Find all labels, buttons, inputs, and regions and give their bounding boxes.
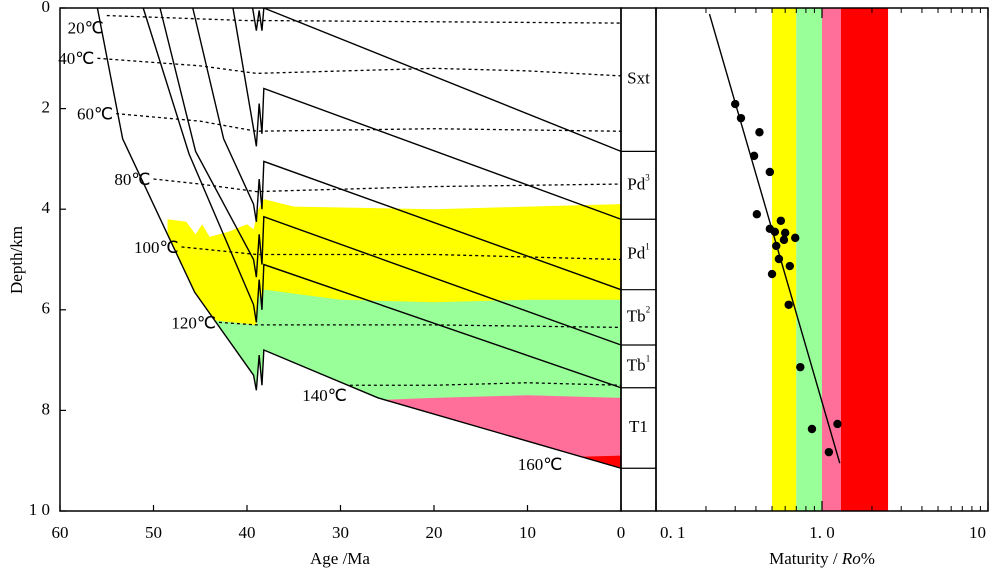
data-point [731,99,740,109]
layer-label: Tb1 [627,353,650,374]
x-axis-title-part: Ro [841,549,861,568]
burial-line [232,7,622,220]
isotherm-label: 100℃ [134,238,179,257]
isotherm-label: 120℃ [171,313,216,332]
data-point [833,419,842,429]
data-point [770,227,780,237]
isotherm-label: 20℃ [68,18,104,37]
isotherm [349,382,622,386]
maturity-band [796,8,822,511]
x-axis-title-part: % [861,549,875,568]
y-tick-label: 6 [42,299,51,318]
data-point [779,235,789,245]
x-axis-title: Age /Ma [310,549,370,568]
x-tick-label: 40 [239,523,256,542]
layer-name: Tb [627,355,646,374]
data-point [785,261,795,271]
isotherm [218,321,622,329]
trend-line [708,13,841,464]
x-tick-label: 10 [969,523,986,542]
isotherm-label: 40℃ [58,49,94,68]
burial-line [263,7,622,153]
y-tick-label: 2 [42,98,51,117]
x-axis-title: Maturity / Ro% [769,549,875,568]
layer-name: Tb [627,306,646,325]
x-axis-title-part: Maturity / [769,549,842,568]
isotherm [106,14,622,24]
layer-name: Sxt [627,69,650,88]
burial-line [251,7,265,31]
data-point [772,241,781,251]
data-point [749,151,759,161]
y-tick-label: 0 [42,0,51,16]
x-tick-label: 0. 1 [660,523,686,542]
isotherm [153,178,622,193]
isotherm-label: 60℃ [77,105,113,124]
maturity-band [822,8,841,511]
layer-label: Pd3 [627,172,650,193]
x-tick-label: 0 [617,523,626,542]
layer-name: Pd [627,243,645,262]
burial-line [192,7,622,291]
y-tick-label: 4 [42,198,51,217]
x-tick-label: 1. 0 [809,523,835,542]
burial-line [142,7,622,389]
x-tick-label: 10 [519,523,536,542]
layer-name: Pd [627,174,645,193]
layer-name: T1 [629,417,648,436]
data-point [765,167,775,177]
isotherm [97,57,622,77]
data-point [784,300,793,309]
layer-label: Pd1 [627,242,649,263]
y-tick-label: 1 0 [29,500,50,519]
y-axis-title: Depth/km [7,226,26,294]
x-tick-label: 50 [145,523,162,542]
y-tick-label: 8 [42,399,51,418]
data-point [791,233,800,243]
layer-sup: 1 [645,242,650,252]
layer-sup: 3 [645,172,650,182]
isotherm-label: 160℃ [518,455,563,474]
isotherm [181,246,622,261]
layer-label: Sxt [627,69,650,88]
data-point [796,362,805,372]
isotherm-label: 80℃ [114,170,150,189]
x-tick-label: 30 [332,523,349,542]
maturity-band [840,8,889,511]
x-tick-label: 60 [52,523,69,542]
burial-line [96,7,622,469]
data-point [824,447,834,457]
plot-frame [655,7,989,512]
layer-sup: 1 [646,353,651,363]
maturity-zone [368,395,621,469]
layer-label: Tb2 [627,304,650,325]
isotherm-label: 140℃ [302,386,347,405]
data-point [776,216,786,225]
data-point [807,424,817,434]
x-tick-label: 20 [426,523,443,542]
isotherm [116,112,622,132]
data-point [780,228,790,238]
data-point [752,210,762,219]
data-point [774,254,784,264]
layer-label: T1 [629,417,648,436]
data-point [755,128,764,137]
burial-line [159,7,622,346]
layer-sup: 2 [646,304,651,314]
data-point [736,113,746,123]
data-point [767,269,777,279]
